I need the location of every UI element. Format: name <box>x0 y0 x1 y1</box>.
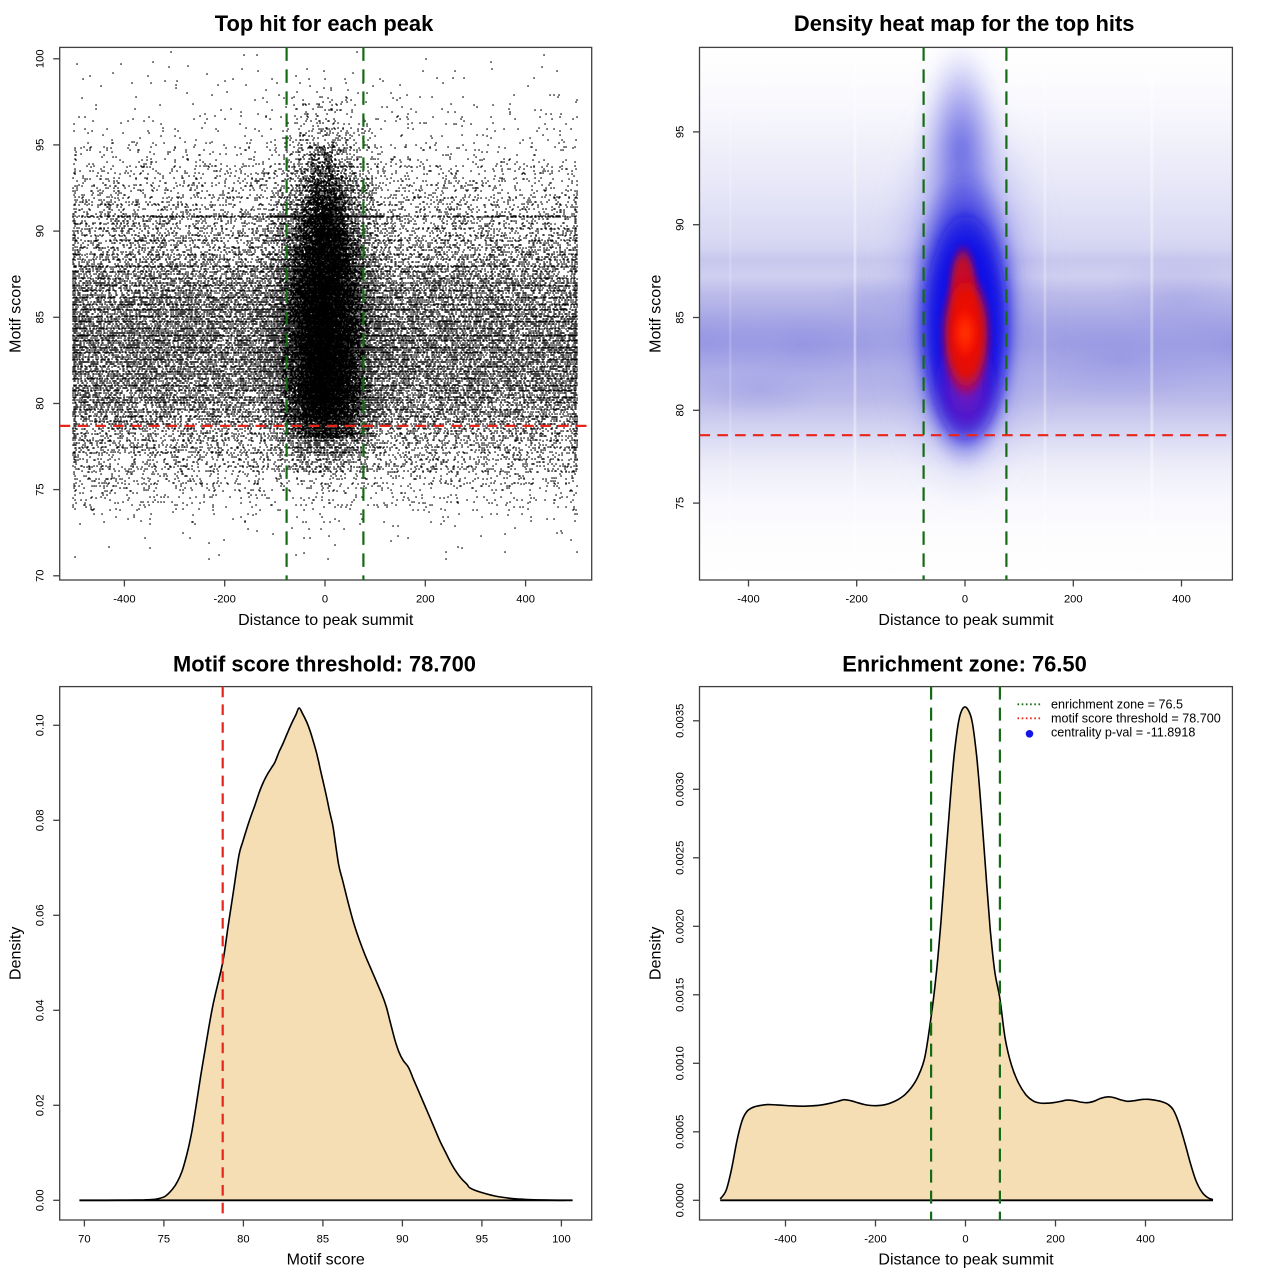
svg-text:80: 80 <box>675 404 687 416</box>
svg-text:0.02: 0.02 <box>35 1094 47 1116</box>
svg-text:0: 0 <box>962 593 968 605</box>
svg-text:Distance to peak summit: Distance to peak summit <box>878 1252 1054 1269</box>
svg-text:-400: -400 <box>774 1233 796 1245</box>
svg-text:0.0015: 0.0015 <box>675 978 687 1012</box>
svg-text:85: 85 <box>317 1233 329 1245</box>
svg-text:Motif score threshold: 78.700: Motif score threshold: 78.700 <box>173 651 476 676</box>
svg-text:200: 200 <box>1064 593 1083 605</box>
svg-text:enrichment zone = 76.5: enrichment zone = 76.5 <box>1051 698 1183 712</box>
svg-text:400: 400 <box>1136 1233 1155 1245</box>
svg-text:Distance to peak summit: Distance to peak summit <box>238 612 414 629</box>
svg-text:80: 80 <box>237 1233 249 1245</box>
svg-text:400: 400 <box>516 593 535 605</box>
svg-text:Motif score: Motif score <box>287 1252 365 1269</box>
svg-text:85: 85 <box>35 311 47 323</box>
svg-text:90: 90 <box>396 1233 408 1245</box>
svg-text:-200: -200 <box>213 593 235 605</box>
svg-text:Density heat map for the top h: Density heat map for the top hits <box>794 11 1135 36</box>
svg-text:75: 75 <box>675 497 687 509</box>
svg-text:0.0025: 0.0025 <box>675 841 687 875</box>
svg-text:85: 85 <box>675 311 687 323</box>
svg-text:centrality p-val = -11.8918: centrality p-val = -11.8918 <box>1051 726 1195 740</box>
svg-text:100: 100 <box>552 1233 571 1245</box>
svg-text:Motif score: Motif score <box>647 274 664 352</box>
svg-text:90: 90 <box>35 225 47 237</box>
svg-text:0.08: 0.08 <box>35 809 47 831</box>
svg-text:0.0000: 0.0000 <box>675 1183 687 1217</box>
svg-text:Top hit for each peak: Top hit for each peak <box>215 11 434 36</box>
svg-text:75: 75 <box>158 1233 170 1245</box>
svg-text:Motif score: Motif score <box>8 274 25 352</box>
svg-text:0.06: 0.06 <box>35 904 47 926</box>
svg-text:Density: Density <box>8 927 25 980</box>
svg-text:90: 90 <box>675 218 687 230</box>
svg-text:70: 70 <box>78 1233 90 1245</box>
svg-text:Enrichment zone: 76.50: Enrichment zone: 76.50 <box>842 651 1087 676</box>
svg-text:0.0020: 0.0020 <box>675 909 687 943</box>
svg-text:70: 70 <box>35 570 47 582</box>
svg-text:0.0005: 0.0005 <box>675 1115 687 1149</box>
svg-text:200: 200 <box>1046 1233 1065 1245</box>
svg-text:400: 400 <box>1172 593 1191 605</box>
svg-text:0: 0 <box>322 593 328 605</box>
svg-text:0.0035: 0.0035 <box>675 704 687 738</box>
svg-text:95: 95 <box>675 126 687 138</box>
svg-text:200: 200 <box>416 593 435 605</box>
svg-text:95: 95 <box>35 139 47 151</box>
svg-text:-200: -200 <box>845 593 867 605</box>
svg-text:80: 80 <box>35 397 47 409</box>
svg-text:0.00: 0.00 <box>35 1189 47 1211</box>
svg-text:-400: -400 <box>737 593 759 605</box>
svg-text:-200: -200 <box>864 1233 886 1245</box>
svg-text:0.04: 0.04 <box>35 999 47 1021</box>
svg-text:0.10: 0.10 <box>35 714 47 736</box>
svg-text:100: 100 <box>35 49 47 68</box>
svg-text:Distance to peak summit: Distance to peak summit <box>878 612 1054 629</box>
svg-text:95: 95 <box>476 1233 488 1245</box>
svg-text:75: 75 <box>35 483 47 495</box>
svg-text:0.0010: 0.0010 <box>675 1046 687 1080</box>
svg-text:Density: Density <box>647 927 664 980</box>
svg-text:0.0030: 0.0030 <box>675 772 687 806</box>
svg-text:motif score threshold = 78.700: motif score threshold = 78.700 <box>1051 712 1221 726</box>
svg-text:-400: -400 <box>113 593 135 605</box>
svg-text:0: 0 <box>962 1233 968 1245</box>
